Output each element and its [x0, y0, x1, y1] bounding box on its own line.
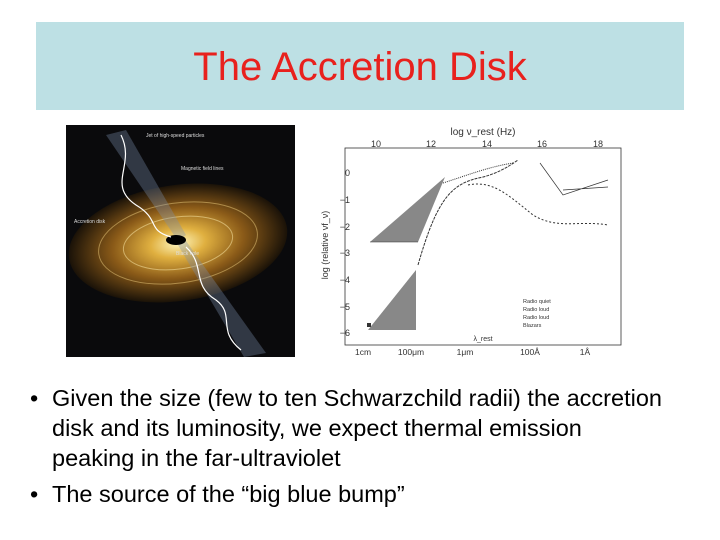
tick-label: −1: [340, 195, 350, 205]
illustration-label: Accretion disk: [74, 219, 106, 225]
bullet: Given the size (few to ten Schwarzchild …: [30, 383, 662, 473]
tick-label: 16: [537, 139, 547, 149]
tick-label: 10: [371, 139, 381, 149]
axis-label: log (relative νf_ν): [320, 211, 330, 280]
sed-plot: log ν_rest (Hz) 10 12 14 16 18 0 −1 −2 −…: [318, 125, 625, 357]
tick-label: 12: [426, 139, 436, 149]
tick-label: 1Å: [580, 347, 591, 357]
tick-label: 18: [593, 139, 603, 149]
illustration-label: Magnetic field lines: [181, 166, 224, 172]
title-band: [36, 22, 684, 110]
legend-entry: Radio quiet: [523, 299, 551, 305]
bullet-list: Given the size (few to ten Schwarzchild …: [30, 383, 670, 515]
tick-label: 1cm: [355, 347, 371, 357]
slide-title: The Accretion Disk: [193, 45, 527, 89]
tick-label: 100Å: [520, 347, 540, 357]
tick-label: 0: [345, 168, 350, 178]
tick-label: −5: [340, 302, 350, 312]
legend-entry: Radio loud: [523, 315, 549, 321]
bullet: The source of the “big blue bump”: [30, 479, 662, 509]
tick-label: −3: [340, 248, 350, 258]
legend-entry: Blazars: [523, 323, 542, 329]
illustration-label: Black hole: [176, 251, 199, 257]
axis-label: log ν_rest (Hz): [450, 127, 515, 138]
tick-label: −2: [340, 222, 350, 232]
tick-label: −6: [340, 328, 350, 338]
tick-label: −4: [340, 275, 350, 285]
tick-label: 1μm: [457, 347, 474, 357]
tick-label: 14: [482, 139, 492, 149]
tick-label: 100μm: [398, 347, 424, 357]
axis-label: λ_rest: [473, 336, 492, 343]
disk-illustration: Jet of high-speed particles Magnetic fie…: [66, 125, 295, 357]
legend-entry: Radio loud: [523, 307, 549, 313]
illustration-label: Jet of high-speed particles: [146, 133, 205, 139]
